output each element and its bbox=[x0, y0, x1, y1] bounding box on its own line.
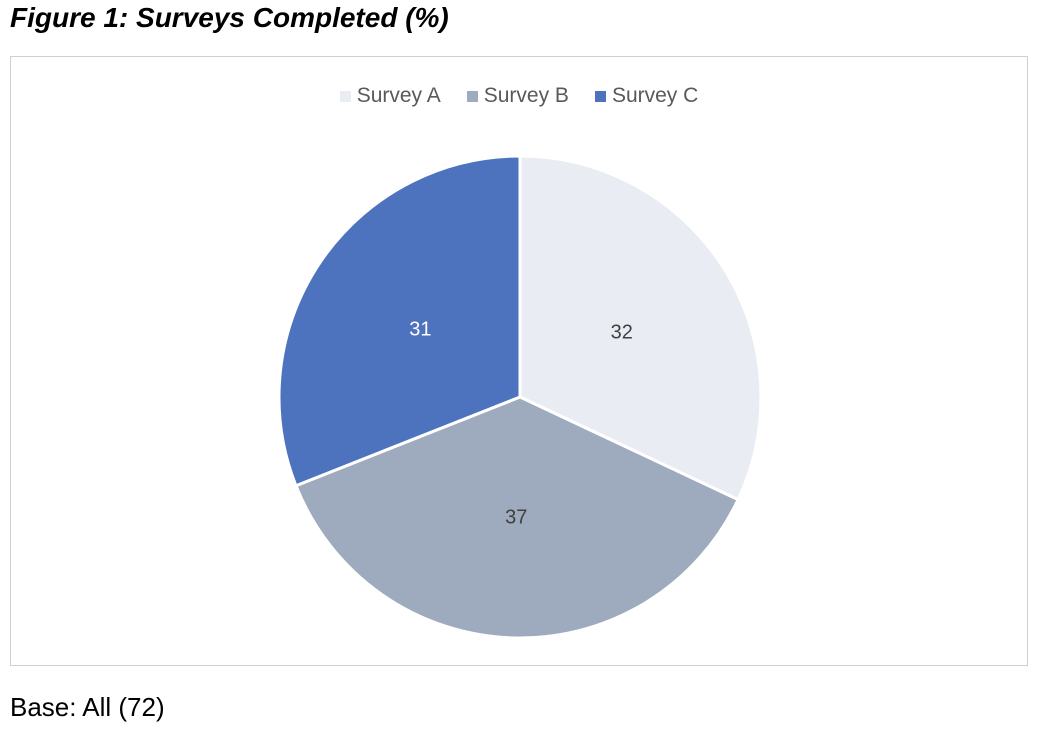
data-label-survey-b: 37 bbox=[505, 506, 527, 528]
pie-slice-survey-b bbox=[294, 395, 740, 640]
legend-swatch-survey-b bbox=[466, 90, 478, 102]
legend-swatch-survey-a bbox=[339, 90, 351, 102]
legend-label-survey-a: Survey A bbox=[356, 84, 441, 107]
legend-label-survey-c: Survey C bbox=[611, 84, 699, 107]
legend-swatch-survey-c bbox=[594, 90, 606, 102]
chart-area: Survey A Survey B Survey C 32 37 31 bbox=[10, 56, 1028, 666]
chart-legend: Survey A Survey B Survey C bbox=[11, 84, 1027, 108]
base-note: Base: All (72) bbox=[10, 692, 165, 722]
legend-item-survey-c: Survey C bbox=[594, 84, 699, 108]
legend-item-survey-a: Survey A bbox=[339, 84, 441, 108]
figure-title: Figure 1: Surveys Completed (%) bbox=[10, 2, 449, 33]
data-label-survey-a: 32 bbox=[611, 321, 633, 343]
pie-chart: 32 37 31 bbox=[277, 154, 763, 640]
pie-slice-survey-a bbox=[518, 154, 763, 502]
pie-slice-survey-c bbox=[277, 154, 522, 488]
legend-label-survey-b: Survey B bbox=[483, 84, 569, 107]
legend-item-survey-b: Survey B bbox=[466, 84, 569, 108]
data-label-survey-c: 31 bbox=[409, 318, 431, 340]
